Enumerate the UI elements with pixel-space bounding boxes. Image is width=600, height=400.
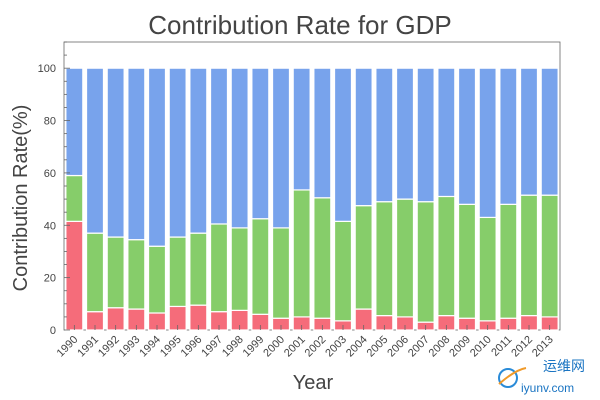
y-tick-label-100: 100 xyxy=(38,63,56,75)
x-tick-label-2008: 2008 xyxy=(427,334,453,360)
x-tick-label-1998: 1998 xyxy=(220,334,246,360)
bar-2013-series-1 xyxy=(540,194,559,318)
bar-2005-series-1 xyxy=(375,201,394,317)
bar-1999-series-1 xyxy=(251,218,270,315)
x-tick-label-1990: 1990 xyxy=(55,334,81,360)
x-tick-label-2000: 2000 xyxy=(261,334,287,360)
bar-1991-series-1 xyxy=(85,232,105,313)
bar-2001-series-1 xyxy=(292,189,311,318)
watermark-logo-icon xyxy=(498,367,527,388)
x-tick-label-2005: 2005 xyxy=(365,334,391,360)
bar-1997-series-1 xyxy=(209,223,229,313)
bar-2008-series-2 xyxy=(437,67,456,198)
bar-1990-series-2 xyxy=(65,67,84,177)
bar-2010-series-1 xyxy=(478,216,497,322)
x-tick-label-2009: 2009 xyxy=(447,334,473,360)
x-tick-label-1994: 1994 xyxy=(137,334,163,360)
bar-1994-series-2 xyxy=(147,67,167,247)
watermark-url-text: iyunv.com xyxy=(521,381,574,395)
x-tick-label-2001: 2001 xyxy=(282,334,308,360)
y-tick-label-0: 0 xyxy=(50,325,56,337)
bar-1996-series-2 xyxy=(189,67,208,234)
y-tick-label-80: 80 xyxy=(44,116,56,128)
x-tick-label-2013: 2013 xyxy=(530,334,556,360)
bar-2011-series-1 xyxy=(499,203,518,319)
bar-1990-series-0 xyxy=(65,220,84,331)
bar-2011-series-2 xyxy=(499,67,518,205)
bar-2003-series-1 xyxy=(333,220,353,322)
x-tick-label-2010: 2010 xyxy=(468,334,494,360)
x-tick-label-1995: 1995 xyxy=(158,334,184,360)
bar-1992-series-1 xyxy=(106,236,125,309)
watermark: 运维网 iyunv.com xyxy=(498,358,585,395)
bar-1992-series-2 xyxy=(106,67,125,238)
bar-1995-series-2 xyxy=(168,67,187,238)
y-tick-label-40: 40 xyxy=(44,220,56,232)
x-tick-label-2004: 2004 xyxy=(344,334,370,360)
bar-1997-series-2 xyxy=(209,67,229,225)
bar-2006-series-2 xyxy=(395,67,415,200)
y-axis-label: Contribution Rate(%) xyxy=(10,105,32,292)
bars-layer xyxy=(65,67,559,331)
bar-2002-series-1 xyxy=(313,197,332,319)
x-tick-label-2012: 2012 xyxy=(509,334,535,360)
bar-2000-series-1 xyxy=(271,227,291,319)
x-tick-label-2002: 2002 xyxy=(303,334,329,360)
bar-2004-series-1 xyxy=(354,205,373,310)
x-tick-label-1996: 1996 xyxy=(179,334,205,360)
bar-1999-series-2 xyxy=(251,67,270,220)
bar-1993-series-1 xyxy=(127,239,146,310)
x-tick-label-1993: 1993 xyxy=(117,334,143,360)
watermark-cn-text: 运维网 xyxy=(543,358,585,374)
x-tick-label-1991: 1991 xyxy=(75,334,101,360)
bar-2007-series-2 xyxy=(416,67,435,203)
bar-2006-series-1 xyxy=(395,198,415,318)
bar-2003-series-2 xyxy=(333,67,353,222)
x-tick-label-1997: 1997 xyxy=(199,334,225,360)
bar-2001-series-2 xyxy=(292,67,311,191)
bar-2012-series-2 xyxy=(519,67,539,196)
bar-2007-series-1 xyxy=(416,201,435,323)
bar-1998-series-1 xyxy=(230,227,249,311)
x-tick-label-1999: 1999 xyxy=(241,334,267,360)
y-tick-label-20: 20 xyxy=(44,273,56,285)
bar-1991-series-2 xyxy=(85,67,105,234)
bar-2010-series-2 xyxy=(478,67,497,219)
bar-2000-series-2 xyxy=(271,67,291,229)
bar-2004-series-2 xyxy=(354,67,373,207)
bar-1995-series-1 xyxy=(168,236,187,308)
y-tick-label-60: 60 xyxy=(44,168,56,180)
bar-1998-series-2 xyxy=(230,67,249,229)
y-axis: 0 20 40 60 80 100 xyxy=(38,41,70,337)
bar-2009-series-2 xyxy=(457,67,477,205)
bar-2013-series-2 xyxy=(540,67,559,196)
bar-2002-series-2 xyxy=(313,67,332,199)
bar-1994-series-1 xyxy=(147,245,167,314)
chart-title: Contribution Rate for GDP xyxy=(148,10,451,40)
bar-2012-series-1 xyxy=(519,194,539,317)
bar-2009-series-1 xyxy=(457,203,477,319)
x-axis-label: Year xyxy=(293,372,334,394)
bar-2008-series-1 xyxy=(437,195,456,317)
bar-2005-series-2 xyxy=(375,67,394,203)
x-tick-label-1992: 1992 xyxy=(96,334,122,360)
bar-1990-series-1 xyxy=(65,174,84,222)
x-tick-label-2006: 2006 xyxy=(385,334,411,360)
bar-1993-series-2 xyxy=(127,67,146,241)
bar-1996-series-1 xyxy=(189,232,208,306)
x-tick-label-2007: 2007 xyxy=(406,334,432,360)
x-tick-label-2011: 2011 xyxy=(489,334,514,359)
x-tick-label-2003: 2003 xyxy=(323,334,349,360)
